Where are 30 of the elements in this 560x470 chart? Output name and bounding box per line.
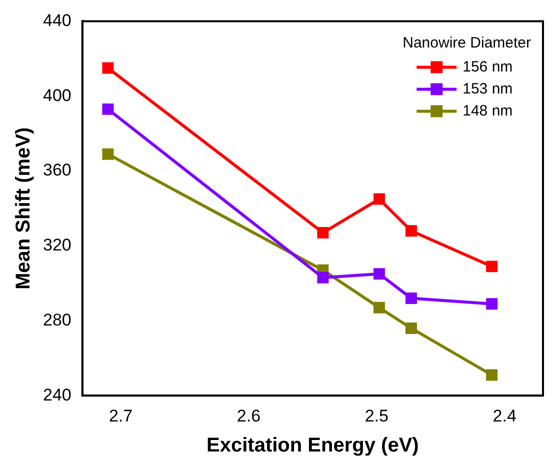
y-tick-label: 360 (42, 160, 72, 180)
point (317, 226, 329, 238)
legend-label: 153 nm (462, 80, 513, 98)
x-axis-title: Excitation Energy (eV) (206, 434, 419, 457)
y-axis-title: Mean Shift (meV) (12, 127, 35, 290)
point (102, 148, 114, 160)
point (405, 322, 417, 334)
point (486, 260, 498, 272)
point (373, 268, 385, 280)
point (405, 292, 417, 304)
legend-label: 148 nm (462, 102, 513, 120)
point (486, 369, 498, 381)
y-tick-label: 400 (42, 86, 72, 105)
point (373, 193, 385, 205)
y-tick-label: 320 (42, 236, 72, 255)
x-tick-label: 2.7 (108, 406, 133, 426)
point (102, 62, 114, 74)
legend-label: 156 nm (462, 58, 513, 76)
point (405, 225, 417, 237)
y-tick-label: 280 (42, 310, 72, 330)
x-tick-label: 2.5 (364, 406, 388, 426)
y-tick-label: 440 (42, 10, 72, 30)
legend-title: Nanowire Diameter (402, 34, 532, 52)
point (317, 272, 329, 284)
point (486, 298, 498, 310)
point (102, 103, 114, 115)
y-tick-label: 240 (42, 385, 72, 404)
x-tick-label: 2.4 (492, 406, 516, 426)
x-tick-label: 2.6 (236, 406, 261, 426)
point (373, 302, 385, 314)
